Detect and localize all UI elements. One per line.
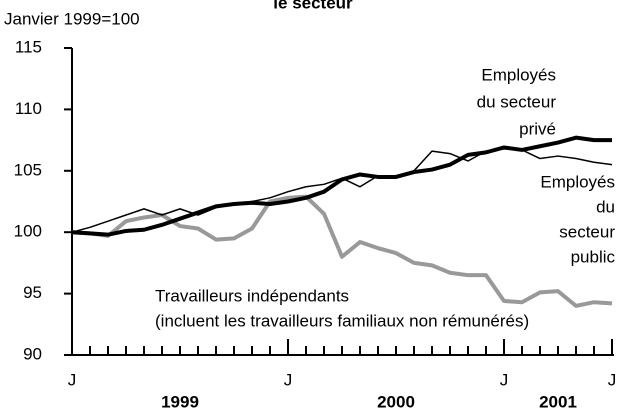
y-axis-label: Janvier 1999=100 xyxy=(4,9,140,28)
chart-title: le secteur xyxy=(273,0,353,12)
x-tick-label: J xyxy=(500,370,509,389)
series-label: du xyxy=(596,197,615,216)
series-label: Employés xyxy=(540,172,615,191)
series-label: privé xyxy=(519,119,556,138)
series-line xyxy=(71,135,612,237)
series-line xyxy=(71,147,613,233)
y-tick-label: 110 xyxy=(15,99,42,118)
series-label: secteur xyxy=(559,222,615,241)
series-label: du secteur xyxy=(477,92,557,111)
series-label: (incluent les travailleurs familiaux non… xyxy=(155,311,529,330)
x-tick-label: J xyxy=(68,370,77,389)
y-tick-label: 95 xyxy=(23,283,42,302)
x-tick-label: J xyxy=(608,370,617,389)
year-label: 2001 xyxy=(539,392,577,410)
x-tick-label: J xyxy=(284,370,293,389)
y-tick-label: 115 xyxy=(15,37,42,56)
y-tick-label: 100 xyxy=(14,222,42,241)
y-tick-label: 90 xyxy=(23,344,42,363)
year-label: 2000 xyxy=(377,392,415,410)
series-label: Employés xyxy=(481,65,556,84)
year-label: 1999 xyxy=(161,392,199,410)
series-label: public xyxy=(571,247,616,266)
series-label: Travailleurs indépendants xyxy=(155,286,349,305)
y-tick-label: 105 xyxy=(14,160,42,179)
